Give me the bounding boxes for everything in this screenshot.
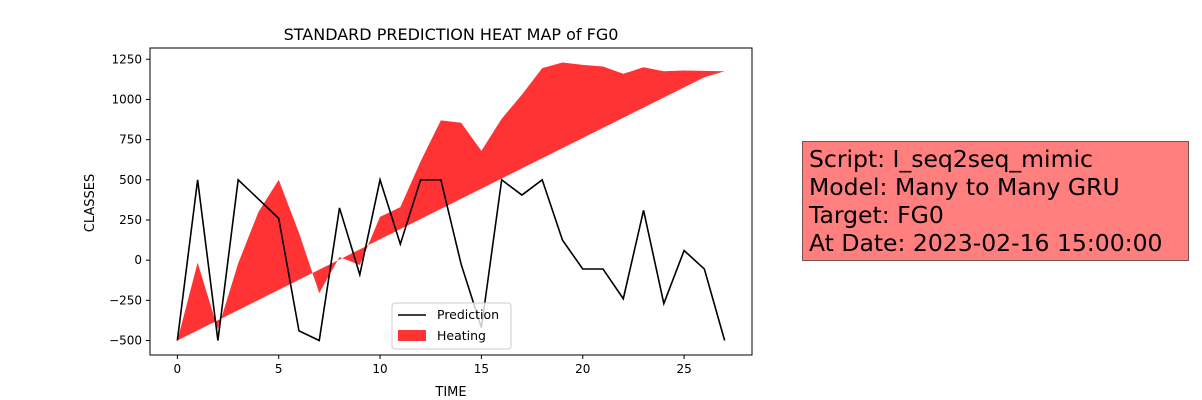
y-axis-label: CLASSES (83, 174, 98, 232)
prediction-line (176, 176, 726, 342)
x-tick-label: 20 (575, 362, 590, 376)
legend-prediction-label: Prediction (437, 307, 499, 322)
y-tick-label: 1000 (111, 92, 142, 106)
info-date-line: At Date: 2023-02-16 15:00:00 (809, 229, 1163, 257)
x-axis-label: TIME (434, 385, 466, 400)
prediction-line-layer (176, 176, 726, 342)
heating-area-layer (177, 62, 725, 341)
x-tick-label: 15 (474, 362, 489, 376)
y-tick-label: −500 (109, 334, 142, 348)
heating-area (177, 62, 725, 341)
y-tick-label: 500 (119, 173, 142, 187)
x-tick-label: 10 (372, 362, 387, 376)
legend: Prediction Heating (391, 302, 512, 350)
info-script-line: Script: I_seq2seq_mimic (809, 145, 1093, 173)
info-target-line: Target: FG0 (809, 201, 944, 229)
chart-title: STANDARD PREDICTION HEAT MAP of FG0 (284, 25, 619, 44)
info-box: Script: I_seq2seq_mimic Model: Many to M… (802, 141, 1189, 261)
info-model-line: Model: Many to Many GRU (809, 173, 1120, 201)
y-tick-label: 1250 (111, 52, 142, 66)
legend-heating-label: Heating (437, 328, 486, 343)
y-tick-label: 250 (119, 213, 142, 227)
plot-frame (149, 47, 753, 356)
x-tick-label: 25 (676, 362, 691, 376)
x-tick-label: 5 (275, 362, 283, 376)
x-tick-label: 0 (174, 362, 182, 376)
chart-figure: STANDARD PREDICTION HEAT MAP of FG0 0 5 10… (83, 25, 753, 400)
y-tick-label: −250 (109, 293, 142, 307)
y-tick-label: 750 (119, 133, 142, 147)
y-tick-label: 0 (134, 253, 142, 267)
legend-heating-swatch (398, 330, 426, 341)
axes: 0 5 10 15 20 25 −500 −250 0 250 500 750 1000 1250 (109, 47, 753, 376)
